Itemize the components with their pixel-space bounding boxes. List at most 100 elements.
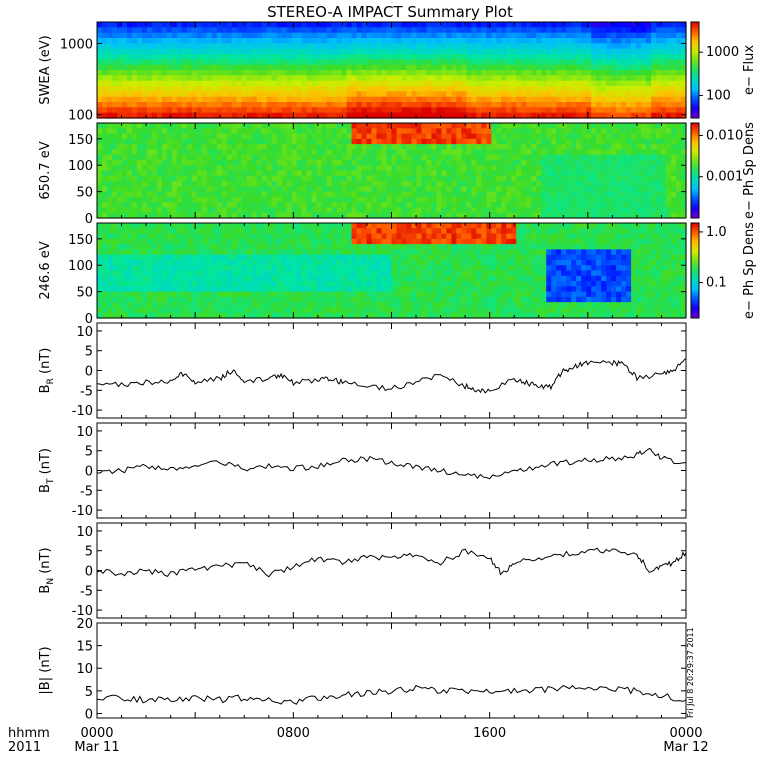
heatmap-cell [221,175,228,182]
heatmap-cell [371,186,378,193]
heatmap-cell [261,291,268,298]
heatmap-cell [171,175,178,182]
heatmap-cell [266,64,273,71]
heatmap-cell [466,207,472,214]
heatmap-cell [141,138,148,145]
heatmap-cell [531,165,537,172]
heatmap-cell [636,207,642,214]
heatmap-cell [166,186,173,193]
heatmap-cell [666,32,672,39]
heatmap-cell [146,228,153,235]
heatmap-cell [356,144,363,150]
heatmap-cell [116,296,123,303]
heatmap-cell [211,265,218,272]
heatmap-cell [481,170,487,177]
heatmap-cell [331,64,338,71]
heatmap-cell [276,32,283,39]
heatmap-cell [141,196,148,203]
heatmap-cell [471,154,477,161]
heatmap-cell [441,70,448,76]
heatmap-cell [521,91,527,98]
heatmap-cell [641,154,647,161]
heatmap-cell [491,27,497,34]
heatmap-cell [546,212,552,219]
heatmap-cell [241,154,248,161]
heatmap-cell [531,43,537,50]
heatmap-cell [331,181,338,187]
heatmap-cell [256,212,263,219]
heatmap-cell [541,123,547,129]
heatmap-cell [486,170,492,177]
heatmap-cell [681,22,687,28]
heatmap-cell [181,27,188,34]
heatmap-cell [336,59,343,66]
heatmap-cell [196,265,203,272]
heatmap-cell [671,22,677,28]
heatmap-cell [471,96,477,103]
heatmap-cell [456,54,462,60]
heatmap-cell [571,43,577,50]
heatmap-cell [491,154,497,161]
heatmap-cell [291,181,298,187]
heatmap-cell [596,91,602,98]
heatmap-cell [651,80,657,87]
heatmap-cell [636,48,642,55]
heatmap-cell [316,191,323,198]
heatmap-cell [606,149,612,156]
heatmap-cell [581,38,587,44]
heatmap-cell [611,196,617,203]
heatmap-cell [391,43,398,50]
heatmap-cell [116,123,123,129]
heatmap-cell [151,149,158,156]
heatmap-cell [176,96,183,103]
heatmap-cell [131,196,138,203]
heatmap-cell [156,302,163,309]
heatmap-cell [246,286,253,293]
heatmap-cell [256,59,263,66]
heatmap-cell [126,102,133,108]
heatmap-cell [191,296,198,303]
heatmap-cell [136,296,143,303]
heatmap-cell [221,107,228,114]
heatmap-cell [376,48,383,55]
heatmap-cell [251,296,258,303]
heatmap-cell [196,70,203,76]
heatmap-cell [191,181,198,187]
heatmap-cell [426,59,433,66]
heatmap-cell [346,75,353,82]
heatmap-cell [461,48,467,55]
heatmap-cell [451,80,457,87]
heatmap-cell [146,159,153,166]
heatmap-cell [151,254,158,261]
heatmap-cell [226,86,233,92]
heatmap-cell [621,170,627,177]
heatmap-cell [396,186,403,193]
heatmap-cell [366,202,373,209]
heatmap-cell [366,133,373,140]
heatmap-cell [671,32,677,39]
heatmap-cell [646,123,652,129]
heatmap-cell [371,149,378,156]
heatmap-cell [311,186,318,193]
heatmap-cell [166,233,173,240]
heatmap-cell [651,191,657,198]
heatmap-cell [191,149,198,156]
heatmap-cell [341,191,348,198]
heatmap-cell [271,170,278,177]
heatmap-cell [506,38,512,44]
heatmap-cell [361,170,368,177]
heatmap-cell [441,59,448,66]
heatmap-cell [151,312,158,319]
heatmap-cell [276,22,283,28]
plot-title: STEREO-A IMPACT Summary Plot [267,3,513,21]
heatmap-cell [116,170,123,177]
heatmap-cell [116,207,123,214]
heatmap-cell [131,307,138,314]
heatmap-cell [246,202,253,209]
heatmap-cell [191,186,198,193]
heatmap-cell [561,48,567,55]
heatmap-cell [146,186,153,193]
heatmap-cell [346,32,353,39]
heatmap-cell [301,149,308,156]
heatmap-cell [676,138,682,145]
